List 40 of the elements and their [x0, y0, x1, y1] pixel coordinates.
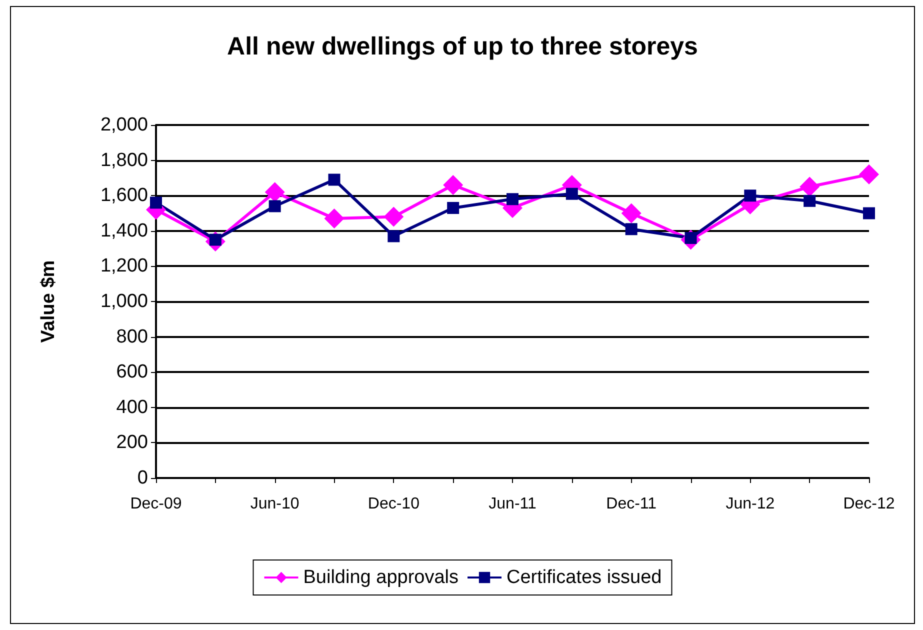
point — [264, 182, 285, 202]
y-tick-label: 1,600 — [100, 185, 148, 206]
y-tick-label: 1,000 — [100, 291, 148, 312]
point — [744, 190, 756, 202]
y-tick-label: 200 — [116, 432, 148, 454]
x-tick-label: Dec-09 — [130, 496, 182, 512]
legend-label: Building approvals — [303, 567, 459, 588]
point — [443, 175, 464, 196]
x-tick-label: Jun-10 — [250, 496, 300, 512]
point — [506, 193, 518, 206]
y-tick-label: 1,400 — [100, 220, 148, 242]
y-tick-label: 1,800 — [100, 150, 148, 171]
y-tick-label: 800 — [116, 326, 148, 348]
x-tick-label: Jun-11 — [488, 496, 536, 512]
x-tick-label: Dec-12 — [843, 496, 895, 512]
point — [804, 194, 816, 207]
x-tick-label: Dec-10 — [368, 496, 420, 512]
y-tick-label: 0 — [137, 468, 148, 488]
chart-title: All new dwellings of up to three storeys — [227, 32, 698, 60]
point — [388, 230, 400, 242]
point — [268, 200, 281, 212]
y-tick-label: 400 — [116, 396, 148, 418]
point — [324, 208, 344, 229]
y-axis-title: Value $m — [38, 260, 59, 343]
y-tick-label: 2,000 — [100, 114, 148, 136]
point — [621, 203, 642, 224]
legend-label: Certificates issued — [506, 567, 662, 588]
y-tick-label: 1,200 — [100, 256, 148, 277]
point — [800, 176, 820, 197]
x-tick-label: Dec-11 — [606, 496, 657, 512]
x-tick-label: Jun-12 — [726, 496, 775, 512]
point — [859, 164, 879, 184]
point — [863, 207, 875, 220]
y-tick-label: 600 — [116, 362, 148, 383]
point — [625, 223, 638, 236]
point — [566, 188, 578, 200]
point — [447, 202, 460, 214]
point — [384, 206, 404, 227]
point — [150, 196, 162, 209]
point — [328, 174, 340, 186]
